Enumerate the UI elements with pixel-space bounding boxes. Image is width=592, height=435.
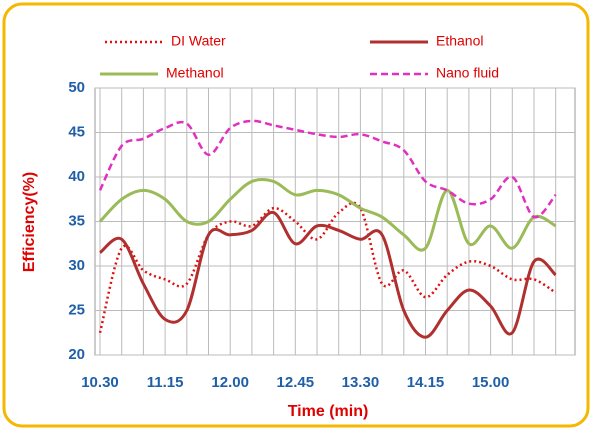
series-line xyxy=(98,178,557,252)
y-tick-label: 25 xyxy=(68,301,85,318)
y-tick-label: 30 xyxy=(68,257,85,274)
legend-label: Nano fluid xyxy=(436,65,499,81)
x-tick-label: 10.30 xyxy=(81,374,119,391)
y-tick-label: 40 xyxy=(68,168,85,185)
y-axis-title: Efficiency(%) xyxy=(21,172,38,272)
x-tick-label: 12.45 xyxy=(277,374,315,391)
legend-label: Ethanol xyxy=(436,33,483,49)
x-axis-title: Time (min) xyxy=(288,403,369,420)
y-tick-label: 35 xyxy=(68,212,85,229)
x-tick-label: 15.00 xyxy=(472,374,510,391)
y-tick-label: 20 xyxy=(68,346,85,363)
y-tick-label: 50 xyxy=(68,79,85,96)
series-line xyxy=(98,201,557,334)
legend-label: Methanol xyxy=(166,65,224,81)
y-tick-label: 45 xyxy=(68,123,85,140)
legend-label: DI Water xyxy=(171,33,226,49)
x-tick-label: 12.00 xyxy=(211,374,249,391)
x-tick-label: 11.15 xyxy=(147,374,184,391)
series-line xyxy=(99,211,557,339)
x-tick-label: 13.30 xyxy=(342,374,380,391)
x-tick-label: 14.15 xyxy=(407,374,445,391)
